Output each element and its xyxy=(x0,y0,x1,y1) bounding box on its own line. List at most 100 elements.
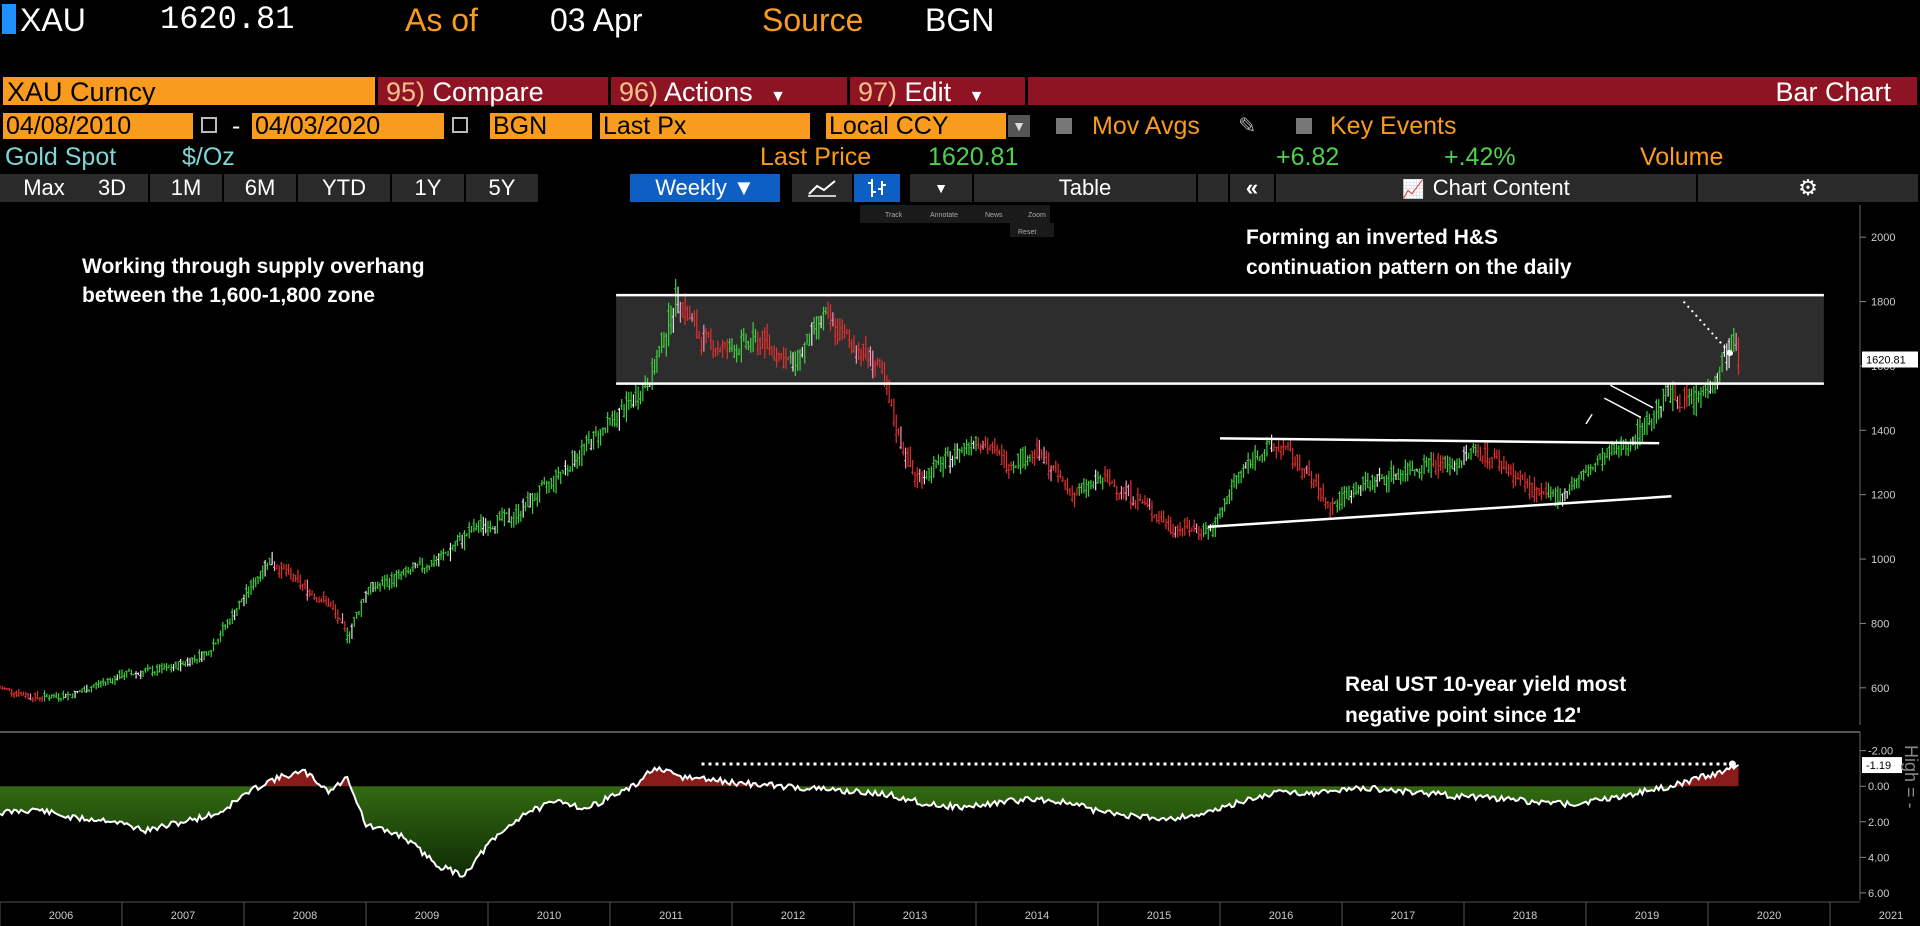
yield-area-positive xyxy=(0,786,1676,877)
price-tick-label: 1400 xyxy=(1871,425,1895,437)
x-tick-label: 2010 xyxy=(537,910,561,922)
line-chart-icon[interactable] xyxy=(792,174,852,202)
last-yield-tag: -1.19 xyxy=(1866,760,1891,772)
compare-button[interactable]: 95) Compare xyxy=(378,77,608,107)
security-header: XAU 1620.81 As of 03 Apr Source BGN xyxy=(0,0,1920,40)
edit-num: 97) xyxy=(858,77,898,107)
tab-6m[interactable]: 6M xyxy=(224,174,296,202)
x-tick-label: 2006 xyxy=(49,910,73,922)
lower-trendline xyxy=(1207,495,1672,529)
mini-track[interactable]: Track xyxy=(885,212,903,219)
x-tick-label: 2019 xyxy=(1635,910,1659,922)
chevron-down-icon: ▼ xyxy=(968,88,985,105)
price-info: Gold Spot $/Oz Last Price 1620.81 +6.82 … xyxy=(0,141,1920,173)
date-separator: - xyxy=(232,112,241,140)
chart-content-button[interactable]: 📈 Chart Content xyxy=(1276,174,1696,202)
x-tick-label: 2018 xyxy=(1513,910,1537,922)
security-input[interactable]: XAU Curncy xyxy=(3,77,375,107)
supply-zone xyxy=(616,295,1824,384)
calendar-icon[interactable] xyxy=(201,117,217,133)
volume-label: Volume xyxy=(1640,143,1724,171)
bar-chart-icon[interactable] xyxy=(854,174,900,202)
x-tick-label: 2011 xyxy=(659,910,683,922)
end-date-field[interactable]: 04/03/2020 xyxy=(252,113,444,140)
tab-5y[interactable]: 5Y xyxy=(466,174,538,202)
field-select[interactable]: Last Px xyxy=(600,113,810,140)
source-field[interactable]: BGN xyxy=(490,113,592,140)
edit-button[interactable]: 97) Edit ▼ xyxy=(850,77,1025,107)
gear-icon[interactable]: ⚙ xyxy=(1698,174,1918,202)
key-events-checkbox[interactable] xyxy=(1296,118,1312,134)
compare-num: 95) xyxy=(386,77,426,107)
yield-tick-label: 6.00 xyxy=(1868,888,1889,900)
tab-max[interactable]: Max xyxy=(0,174,88,202)
toolbar-main: XAU Curncy 95) Compare 96) Actions ▼ 97)… xyxy=(0,74,1920,108)
calendar-icon[interactable] xyxy=(452,117,468,133)
mov-avgs-checkbox[interactable] xyxy=(1056,118,1072,134)
security-unit: $/Oz xyxy=(182,143,235,171)
last-price-label: Last Price xyxy=(760,143,872,171)
price-tick-label: 600 xyxy=(1871,683,1889,695)
currency-select[interactable]: Local CCY xyxy=(826,113,1006,140)
tab-1y[interactable]: 1Y xyxy=(392,174,464,202)
header-ticker: XAU xyxy=(20,2,86,38)
flag-line xyxy=(1603,397,1642,419)
price-change-pct: +.42% xyxy=(1444,143,1516,171)
actions-num: 96) xyxy=(619,77,659,107)
yield-axis: -2.00 0.00 2.00 4.00 6.00 -1.19 xyxy=(1860,746,1902,900)
chart-content-label: Chart Content xyxy=(1432,175,1570,200)
x-tick-label: 2016 xyxy=(1269,910,1293,922)
x-tick-label: 2007 xyxy=(171,910,195,922)
yield-axis-label: High = - xyxy=(1901,745,1920,809)
mini-news[interactable]: News xyxy=(985,212,1003,219)
chevron-down-icon: ▼ xyxy=(770,88,786,105)
price-tick-label: 1200 xyxy=(1871,490,1895,502)
x-tick-label: 2013 xyxy=(903,910,927,922)
mini-toolbar[interactable]: Track Annotate News Zoom Reset xyxy=(860,205,1054,237)
tab-ytd[interactable]: YTD xyxy=(298,174,390,202)
edit-label: Edit xyxy=(904,77,952,107)
cursor-block xyxy=(2,4,16,34)
mini-reset[interactable]: Reset xyxy=(1018,229,1036,236)
price-tick-label: 800 xyxy=(1871,618,1889,630)
pencil-icon[interactable]: ✎ xyxy=(1238,113,1257,138)
last-price-tag: 1620.81 xyxy=(1866,355,1906,367)
price-tick-label: 2000 xyxy=(1871,232,1895,244)
trendlines xyxy=(616,293,1824,529)
mini-zoom[interactable]: Zoom xyxy=(1028,212,1046,219)
x-axis: 2006 2007 2008 2009 2010 2011 2012 2013 2014 2015… xyxy=(0,902,1903,926)
price-tick-label: 1000 xyxy=(1871,554,1895,566)
actions-button[interactable]: 96) Actions ▼ xyxy=(611,77,847,107)
chart-type-label: Bar Chart xyxy=(1028,77,1917,107)
chart-area[interactable]: Track Annotate News Zoom Reset 600 800 100… xyxy=(0,205,1920,926)
security-name: Gold Spot xyxy=(5,143,117,171)
tab-weekly[interactable]: Weekly ▼ xyxy=(630,174,780,202)
upper-trendline xyxy=(1219,437,1660,445)
actions-label: Actions xyxy=(664,77,753,107)
x-tick-label: 2009 xyxy=(415,910,439,922)
tab-3d[interactable]: 3D xyxy=(76,174,148,202)
x-tick-label: 2012 xyxy=(781,910,805,922)
header-source-value: BGN xyxy=(925,2,995,38)
flag-line xyxy=(1610,384,1654,409)
x-tick-label: 2017 xyxy=(1391,910,1415,922)
chart-content-icon: 📈 xyxy=(1402,179,1425,199)
table-button[interactable]: Table xyxy=(974,174,1196,202)
yield-panel xyxy=(0,760,1740,878)
price-tick-label: 1800 xyxy=(1871,297,1895,309)
yield-reference-dot xyxy=(1728,760,1736,768)
price-axis: 6008001000120014001600180020001620.81 xyxy=(1860,232,1918,695)
chevron-down-icon[interactable]: ▼ xyxy=(1008,115,1030,137)
yield-tick-label: 4.00 xyxy=(1868,852,1889,864)
start-date-field[interactable]: 04/08/2010 xyxy=(3,113,193,140)
annotation-hs-line2: continuation pattern on the daily xyxy=(1246,256,1572,279)
price-panel xyxy=(0,278,1824,703)
chevron-down-icon[interactable]: ▼ xyxy=(910,174,972,202)
hs-pointer-dot xyxy=(1726,350,1733,357)
collapse-icon[interactable]: « xyxy=(1230,174,1274,202)
mini-annotate[interactable]: Annotate xyxy=(930,212,958,219)
tab-1m[interactable]: 1M xyxy=(150,174,222,202)
separator xyxy=(1198,174,1228,202)
x-tick-label: 2008 xyxy=(293,910,317,922)
header-as-of-value: 03 Apr xyxy=(550,2,643,38)
